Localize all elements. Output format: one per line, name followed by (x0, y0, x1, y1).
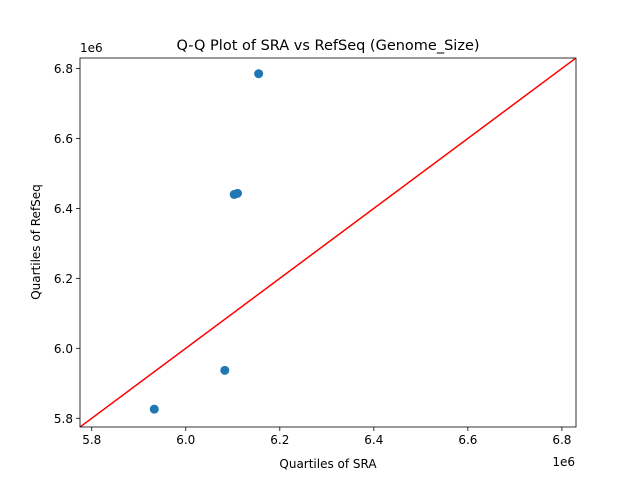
y-tick-label: 6.4 (54, 202, 73, 216)
y-tick-label: 6.8 (54, 62, 73, 76)
y-axis-label: Quartiles of RefSeq (29, 184, 43, 300)
x-tick-label: 6.2 (270, 433, 289, 447)
x-tick-label: 6.0 (176, 433, 195, 447)
data-point-2 (220, 365, 230, 375)
y-tick-label: 6.6 (54, 132, 73, 146)
y-tick-label: 6.2 (54, 272, 73, 286)
data-point-1 (149, 404, 159, 414)
x-tick-label: 6.8 (552, 433, 571, 447)
y-tick-label: 5.8 (54, 412, 73, 426)
plot-area: 5.8 6.0 6.2 6.4 6.6 6.8 5.8 6.0 6.2 6.4 6.6 6.8 (54, 57, 577, 447)
reference-line (80, 58, 576, 427)
data-point-5 (254, 69, 264, 79)
data-point-4 (232, 188, 242, 198)
x-offset-label: 1e6 (552, 455, 575, 469)
chart-title: Q-Q Plot of SRA vs RefSeq (Genome_Size) (176, 38, 479, 54)
y-tick-label: 6.0 (54, 342, 73, 356)
x-tick-label: 6.6 (458, 433, 477, 447)
y-offset-label: 1e6 (80, 41, 103, 55)
axes-frame (79, 57, 577, 428)
x-tick-label: 5.8 (82, 433, 101, 447)
x-tick-label: 6.4 (364, 433, 383, 447)
x-axis-label: Quartiles of SRA (279, 457, 377, 471)
